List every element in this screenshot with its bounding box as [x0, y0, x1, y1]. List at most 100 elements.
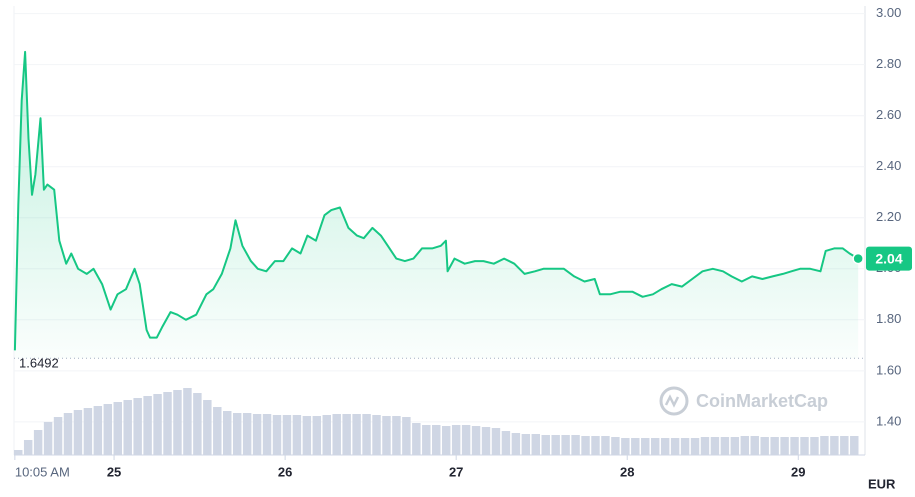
watermark-logo — [659, 386, 689, 416]
price-tag-label: 2.04 — [875, 250, 902, 266]
y-tick-label: 3.00 — [876, 5, 901, 20]
volume-bar — [93, 406, 103, 455]
volume-bar — [700, 437, 710, 455]
y-tick-label: 2.60 — [876, 107, 901, 122]
volume-bar — [282, 415, 292, 455]
volume-bar — [33, 430, 43, 455]
volume-bar — [790, 437, 799, 455]
volume-bar — [332, 414, 341, 455]
volume-bar — [641, 438, 650, 455]
volume-bar — [232, 413, 242, 455]
volume-bar — [601, 436, 610, 455]
volume-bar — [392, 416, 401, 455]
x-tick-label: 27 — [449, 464, 463, 479]
volume-bar — [73, 410, 83, 455]
volume-bar — [481, 427, 491, 455]
volume-bar — [213, 407, 222, 455]
x-tick-label: 10:05 AM — [15, 464, 70, 479]
volume-bar — [461, 425, 471, 455]
volume-bar — [800, 437, 809, 455]
volume-bar — [252, 414, 262, 455]
x-tick-label: 25 — [107, 464, 121, 479]
price-line — [13, 50, 859, 351]
volume-bar — [113, 402, 122, 455]
volume-bar — [591, 436, 600, 455]
volume-bar — [412, 423, 421, 455]
volume-bar — [810, 437, 819, 455]
volume-bar — [501, 431, 511, 455]
price-area — [14, 51, 859, 359]
volume-bar — [53, 417, 63, 455]
volume-bar — [561, 435, 570, 455]
volume-bar — [133, 398, 142, 455]
volume-bar — [621, 438, 630, 455]
volume-bar — [680, 438, 690, 455]
volume-bar — [372, 415, 381, 455]
volume-bar — [173, 390, 182, 455]
x-tick-label: 28 — [620, 464, 634, 479]
volume-bar — [541, 435, 550, 455]
x-tick-label: 29 — [791, 464, 805, 479]
volume-bar — [710, 437, 720, 455]
volume-bar — [441, 426, 451, 455]
y-tick-label: 1.40 — [876, 413, 901, 428]
volume-bar — [631, 438, 640, 455]
last-point — [852, 252, 864, 265]
volume-bar — [551, 435, 560, 455]
volume-bar — [521, 434, 531, 455]
volume-bar — [740, 436, 750, 455]
volume-bar — [611, 437, 620, 455]
volume-bar — [451, 425, 461, 455]
volume-bar — [272, 415, 282, 455]
volume-bar — [183, 388, 192, 455]
volume-bar — [432, 425, 441, 455]
volume-bar — [830, 436, 839, 455]
volume-bar — [262, 414, 272, 455]
volume-bar — [193, 393, 202, 455]
volume-bar — [750, 436, 759, 455]
volume-bar — [402, 417, 411, 455]
volume-bar — [83, 408, 93, 455]
price-tag — [866, 246, 912, 271]
y-tick-label: 2.40 — [876, 158, 901, 173]
volume-bar — [63, 413, 73, 455]
volume-bar — [820, 436, 829, 455]
volume-bar — [571, 435, 580, 455]
volume-bar — [382, 416, 391, 455]
volume-bar — [720, 437, 730, 455]
volume-bar — [690, 438, 700, 455]
volume-bar — [23, 440, 33, 455]
volume-bar — [471, 426, 481, 455]
volume-bar — [840, 436, 849, 455]
volume-bar — [511, 433, 521, 455]
volume-bar — [322, 415, 331, 455]
volume-bar — [352, 414, 361, 455]
volume-bar — [730, 437, 740, 455]
y-tick-label: 1.80 — [876, 311, 901, 326]
volume-bar — [242, 413, 252, 455]
y-tick-label: 2.80 — [876, 56, 901, 71]
volume-bar — [491, 428, 501, 455]
volume-bar — [312, 416, 322, 455]
volume-bar — [123, 400, 132, 455]
volume-bar — [292, 415, 302, 455]
volume-bar — [163, 392, 172, 455]
volume-bar — [43, 422, 53, 455]
volume-bar — [650, 438, 660, 455]
low-label: 1.6492 — [19, 356, 59, 371]
volume-bar — [531, 434, 541, 455]
volume-bar — [780, 437, 789, 455]
watermark: CoinMarketCap — [696, 391, 828, 411]
volume-bar — [422, 425, 431, 455]
y-tick-label: 1.60 — [876, 362, 901, 377]
volume-bar — [153, 394, 162, 455]
volume-bar — [302, 416, 312, 455]
volume-bar — [103, 404, 113, 455]
volume-bar — [223, 411, 232, 455]
volume-bar — [581, 436, 590, 455]
y-tick-label: 2.20 — [876, 209, 901, 224]
volume-bar — [342, 414, 351, 455]
volume-bar — [660, 438, 670, 455]
volume-bar — [203, 400, 212, 455]
